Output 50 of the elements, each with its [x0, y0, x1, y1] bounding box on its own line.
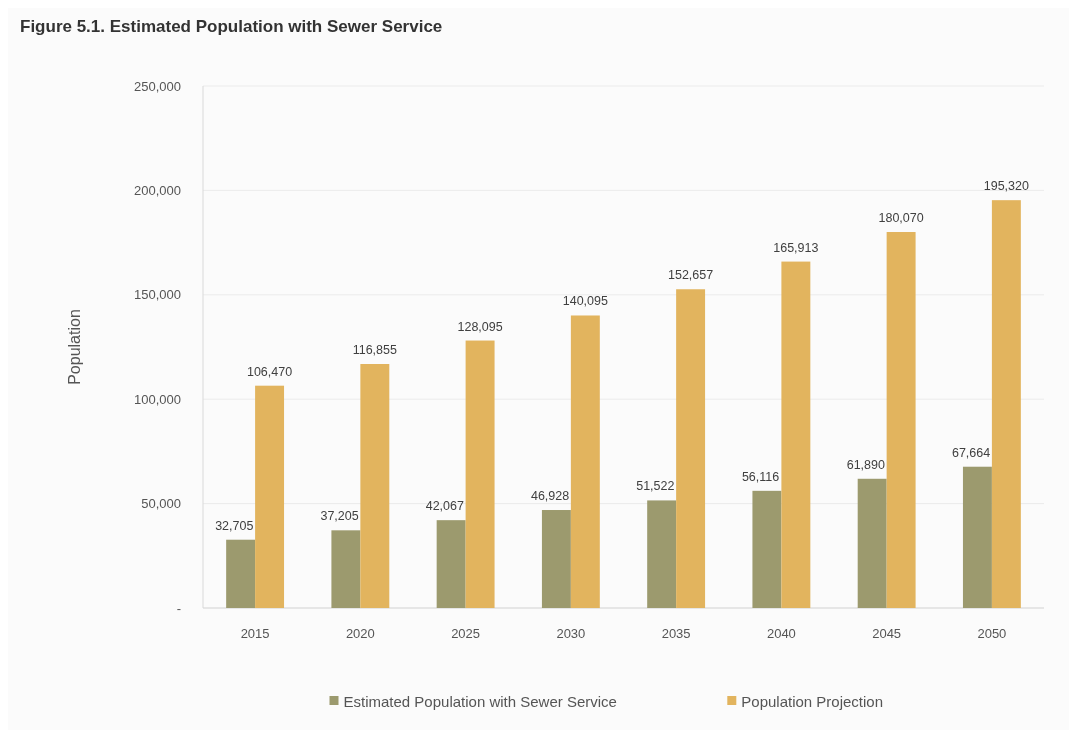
bar — [436, 520, 466, 608]
legend-label: Estimated Population with Sewer Service — [343, 692, 617, 710]
x-tick-label: 2030 — [556, 626, 586, 641]
bar — [781, 261, 811, 608]
data-label: 180,070 — [878, 211, 924, 226]
data-label: 67,664 — [951, 445, 991, 460]
bar — [676, 289, 706, 608]
y-axis-title: Population — [66, 309, 83, 385]
y-tick-label: 250,000 — [134, 78, 181, 94]
data-label: 128,095 — [457, 319, 503, 334]
y-tick-label: 200,000 — [134, 182, 181, 198]
bar — [991, 200, 1021, 608]
chart-title: Figure 5.1. Estimated Population with Sewer Service — [20, 17, 443, 36]
bar — [331, 530, 361, 608]
data-label: 51,522 — [636, 479, 675, 494]
data-label: 106,470 — [246, 364, 293, 379]
data-label: 140,095 — [562, 294, 608, 309]
data-label: 37,205 — [320, 509, 359, 524]
bar — [360, 364, 390, 608]
data-label: 165,913 — [773, 240, 819, 255]
data-label: 195,320 — [983, 179, 1030, 194]
data-label: 46,928 — [530, 489, 570, 504]
y-tick-label: 50,000 — [141, 496, 181, 512]
y-tick-label: - — [176, 600, 181, 616]
bar — [857, 478, 887, 608]
data-label: 61,890 — [846, 457, 885, 472]
x-tick-label: 2025 — [451, 626, 481, 641]
bar — [886, 232, 916, 608]
data-label: 152,657 — [668, 268, 714, 283]
bar — [570, 315, 600, 608]
bar — [226, 539, 256, 608]
y-tick-label: 150,000 — [134, 287, 181, 303]
data-label: 116,855 — [352, 343, 397, 358]
x-tick-label: 2015 — [240, 626, 270, 641]
y-tick-label: 100,000 — [134, 391, 181, 407]
bar — [255, 385, 285, 608]
bar — [752, 490, 782, 608]
x-tick-label: 2045 — [872, 626, 902, 641]
data-label: 56,116 — [741, 469, 780, 484]
bar — [465, 340, 495, 608]
data-label: 42,067 — [425, 499, 464, 514]
x-tick-label: 2040 — [766, 626, 796, 641]
bar — [962, 466, 992, 608]
x-tick-label: 2035 — [661, 626, 691, 641]
x-tick-label: 2050 — [977, 626, 1007, 641]
bar — [541, 510, 571, 608]
bar — [647, 500, 677, 608]
legend-label: Population Projection — [741, 692, 884, 710]
x-tick-label: 2020 — [345, 626, 375, 641]
data-label: 32,705 — [215, 518, 254, 533]
